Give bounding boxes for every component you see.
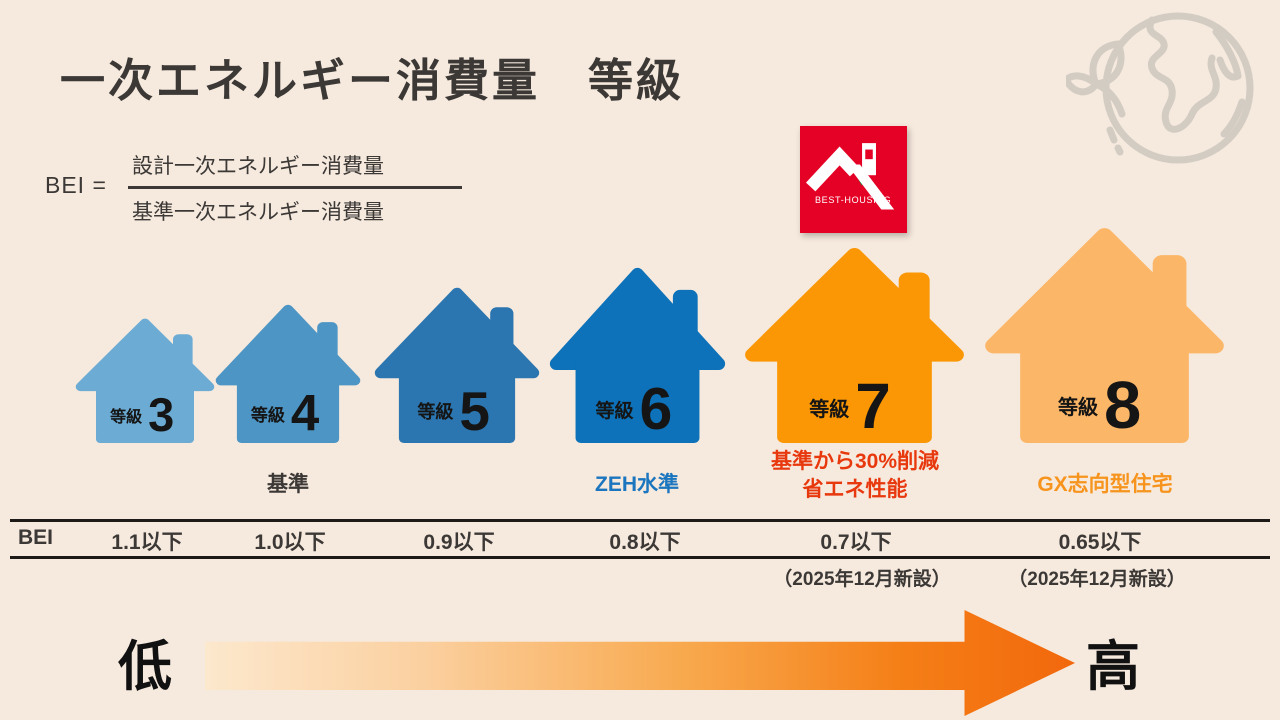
- bei-value-grade6: 0.8以下: [609, 531, 681, 554]
- fraction-bar: [128, 186, 462, 189]
- page-title: 一次エネルギー消費量 等級: [60, 55, 685, 106]
- bei-value-grade5: 0.9以下: [423, 531, 495, 554]
- grade-number: 5: [459, 379, 490, 442]
- note-grade8: （2025年12月新設）: [1008, 569, 1186, 590]
- grade-number: 6: [639, 375, 673, 442]
- house-grade-8: 等級 8: [984, 227, 1225, 443]
- caption-grade7-line2: 省エネ性能: [802, 478, 908, 501]
- grade-number: 4: [290, 384, 320, 442]
- grade-badge: 等級 5: [374, 379, 533, 442]
- logo-brand-text: BEST-HOUSING: [815, 195, 891, 205]
- scale-high-label: 高: [1086, 637, 1140, 697]
- grade-label: 等級: [110, 408, 143, 426]
- house-icon: [215, 304, 361, 443]
- house-icon: [985, 228, 1224, 443]
- grade-number: 8: [1104, 367, 1142, 443]
- grade-number: 3: [148, 387, 175, 441]
- caption-kijun: 基準: [267, 473, 309, 496]
- grade-badge: 等級 4: [215, 384, 355, 442]
- scale-low-label: 低: [118, 637, 172, 697]
- earth-leaf-icon: [1062, 10, 1266, 168]
- grade-badge: 等級 7: [744, 370, 956, 443]
- house-icon: [549, 267, 726, 443]
- house-grade-7: 等級 7: [744, 247, 965, 443]
- house-icon: [745, 247, 964, 443]
- caption-grade7-line1: 基準から30%削減: [770, 450, 940, 473]
- grade-badge: 等級 6: [549, 375, 719, 442]
- bei-value-grade8: 0.65以下: [1058, 531, 1142, 554]
- best-housing-logo: BEST-HOUSING: [800, 126, 907, 233]
- note-grade7: （2025年12月新設）: [773, 569, 951, 590]
- grade-label: 等級: [250, 405, 285, 425]
- house-grade-4: 等級 4: [215, 304, 361, 443]
- bei-value-grade4: 1.0以下: [254, 531, 326, 554]
- house-grade-5: 等級 5: [374, 287, 540, 443]
- caption-gx: GX志向型住宅: [1037, 473, 1173, 496]
- grade-label: 等級: [809, 398, 850, 421]
- bei-row-label: BEI: [18, 526, 54, 549]
- house-grade-6: 等級 6: [549, 267, 726, 443]
- formula-lhs: BEI =: [45, 172, 107, 198]
- grade-label: 等級: [1058, 397, 1099, 420]
- grade-badge: 等級 8: [984, 367, 1215, 443]
- bei-value-grade3: 1.1以下: [111, 531, 183, 554]
- bei-value-grade7: 0.7以下: [820, 531, 892, 554]
- grade-label: 等級: [595, 400, 634, 422]
- table-rule-top: [10, 519, 1270, 522]
- house-icon: [75, 318, 215, 443]
- grade-number: 7: [855, 370, 891, 443]
- house-icon: [374, 287, 540, 443]
- grade-label: 等級: [417, 402, 454, 423]
- formula-numerator: 設計一次エネルギー消費量: [132, 155, 384, 178]
- formula-denominator: 基準一次エネルギー消費量: [132, 201, 384, 224]
- table-rule-bottom: [10, 556, 1270, 559]
- caption-grade7: 基準から30%削減 省エネ性能: [771, 448, 939, 504]
- caption-zeh: ZEH水準: [595, 473, 679, 496]
- grade-badge: 等級 3: [75, 387, 209, 441]
- logo-roof-icon: BEST-HOUSING: [806, 143, 895, 210]
- house-grade-3: 等級 3: [75, 318, 215, 443]
- low-to-high-arrow: [205, 610, 1075, 716]
